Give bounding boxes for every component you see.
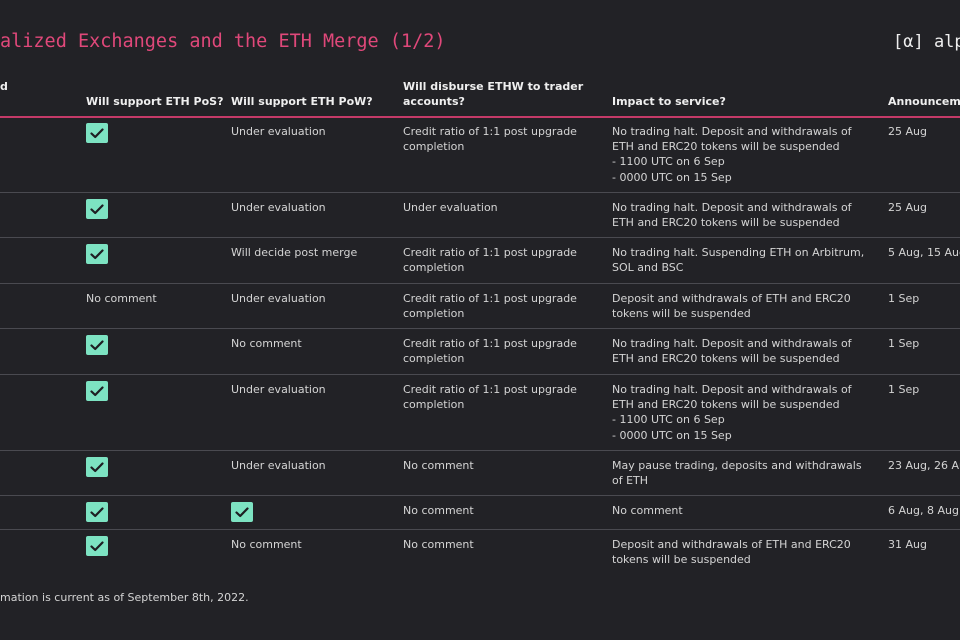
cell-announcement: 25 Aug bbox=[888, 201, 927, 214]
column-header-impact: Impact to service? bbox=[612, 95, 726, 108]
cell-pow: Under evaluation bbox=[231, 459, 326, 472]
cell-impact: May pause trading, deposits and withdraw… bbox=[612, 459, 862, 488]
cell-announcement: 1 Sep bbox=[888, 337, 920, 350]
page-title: alized Exchanges and the ETH Merge (1/2) bbox=[0, 31, 446, 52]
cell-announcement: 23 Aug, 26 Au bbox=[888, 459, 960, 472]
cell-announcement: 5 Aug, 15 Aug, bbox=[888, 246, 960, 259]
cell-impact: No trading halt. Suspending ETH on Arbit… bbox=[612, 246, 865, 275]
checkmark-icon bbox=[86, 244, 108, 264]
cell-announcement: 31 Aug bbox=[888, 538, 927, 551]
row-divider bbox=[0, 192, 960, 193]
row-divider bbox=[0, 374, 960, 375]
row-divider bbox=[0, 283, 960, 284]
checkmark-icon bbox=[86, 502, 108, 522]
cell-announcement: 25 Aug bbox=[888, 125, 927, 138]
cell-ethw: Credit ratio of 1:1 post upgrade complet… bbox=[403, 337, 577, 366]
checkmark-icon bbox=[86, 335, 108, 355]
cell-impact: No trading halt. Deposit and withdrawals… bbox=[612, 383, 852, 442]
cell-pow: Will decide post merge bbox=[231, 246, 358, 259]
cell-announcement: 1 Sep bbox=[888, 383, 920, 396]
cell-ethw: Under evaluation bbox=[403, 201, 498, 214]
column-header-pos: Will support ETH PoS? bbox=[86, 95, 224, 108]
cell-impact: No trading halt. Deposit and withdrawals… bbox=[612, 125, 852, 184]
column-header-announcement: Announceme bbox=[888, 95, 960, 108]
checkmark-icon bbox=[86, 199, 108, 219]
cell-ethw: Credit ratio of 1:1 post upgrade complet… bbox=[403, 292, 577, 321]
checkmark-icon bbox=[86, 536, 108, 556]
checkmark-icon bbox=[86, 381, 108, 401]
column-header-ethw: Will disburse ETHW to trader accounts? bbox=[403, 80, 584, 108]
column-header-name: d bbox=[0, 80, 8, 93]
footnote: mation is current as of September 8th, 2… bbox=[0, 591, 249, 604]
cell-impact: No trading halt. Deposit and withdrawals… bbox=[612, 337, 852, 366]
row-divider bbox=[0, 495, 960, 496]
cell-impact: No trading halt. Deposit and withdrawals… bbox=[612, 201, 852, 230]
cell-pow: No comment bbox=[231, 337, 302, 350]
cell-announcement: 6 Aug, 8 Aug bbox=[888, 504, 959, 517]
cell-ethw: Credit ratio of 1:1 post upgrade complet… bbox=[403, 246, 577, 275]
cell-pos: No comment bbox=[86, 292, 157, 305]
cell-pow: Under evaluation bbox=[231, 201, 326, 214]
cell-ethw: Credit ratio of 1:1 post upgrade complet… bbox=[403, 383, 577, 412]
checkmark-icon bbox=[86, 457, 108, 477]
cell-ethw: Credit ratio of 1:1 post upgrade complet… bbox=[403, 125, 577, 154]
cell-pow: Under evaluation bbox=[231, 383, 326, 396]
cell-impact: Deposit and withdrawals of ETH and ERC20… bbox=[612, 292, 851, 321]
cell-pow: Under evaluation bbox=[231, 125, 326, 138]
cell-ethw: No comment bbox=[403, 504, 474, 517]
row-divider bbox=[0, 237, 960, 238]
brand-logo: [α] alph bbox=[893, 32, 960, 52]
cell-pow: Under evaluation bbox=[231, 292, 326, 305]
cell-ethw: No comment bbox=[403, 538, 474, 551]
row-divider bbox=[0, 529, 960, 530]
row-divider bbox=[0, 450, 960, 451]
row-divider bbox=[0, 328, 960, 329]
cell-pow: No comment bbox=[231, 538, 302, 551]
column-header-pow: Will support ETH PoW? bbox=[231, 95, 373, 108]
cell-announcement: 1 Sep bbox=[888, 292, 920, 305]
checkmark-icon bbox=[231, 502, 253, 522]
checkmark-icon bbox=[86, 123, 108, 143]
cell-ethw: No comment bbox=[403, 459, 474, 472]
header-divider bbox=[0, 116, 960, 118]
cell-impact: No comment bbox=[612, 504, 683, 517]
cell-impact: Deposit and withdrawals of ETH and ERC20… bbox=[612, 538, 851, 567]
